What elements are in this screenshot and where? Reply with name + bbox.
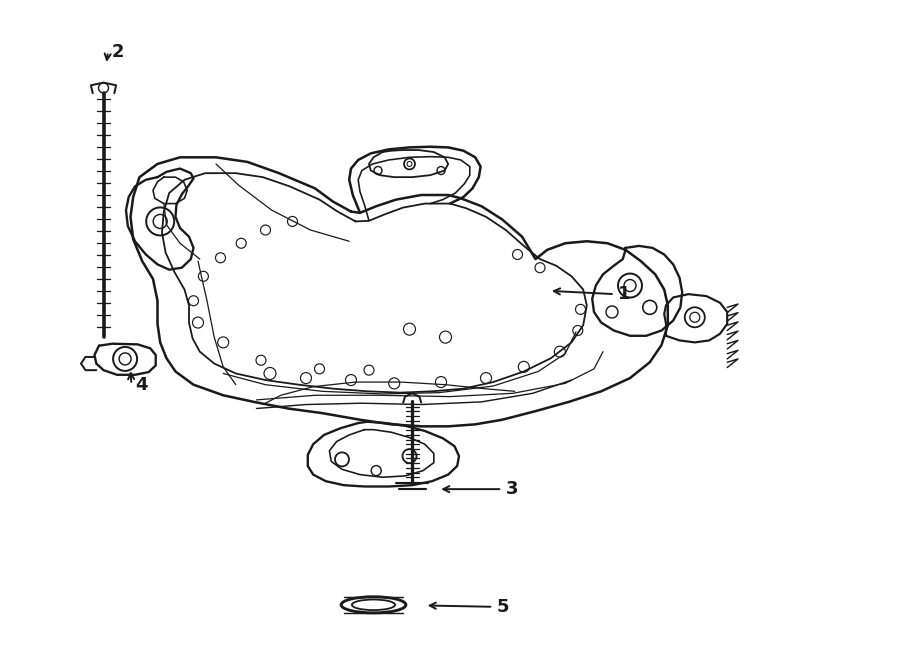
Text: 3: 3 xyxy=(506,480,518,498)
Text: 5: 5 xyxy=(497,598,509,616)
Text: 1: 1 xyxy=(618,285,631,303)
Text: 2: 2 xyxy=(112,42,124,61)
Text: 4: 4 xyxy=(135,375,148,394)
